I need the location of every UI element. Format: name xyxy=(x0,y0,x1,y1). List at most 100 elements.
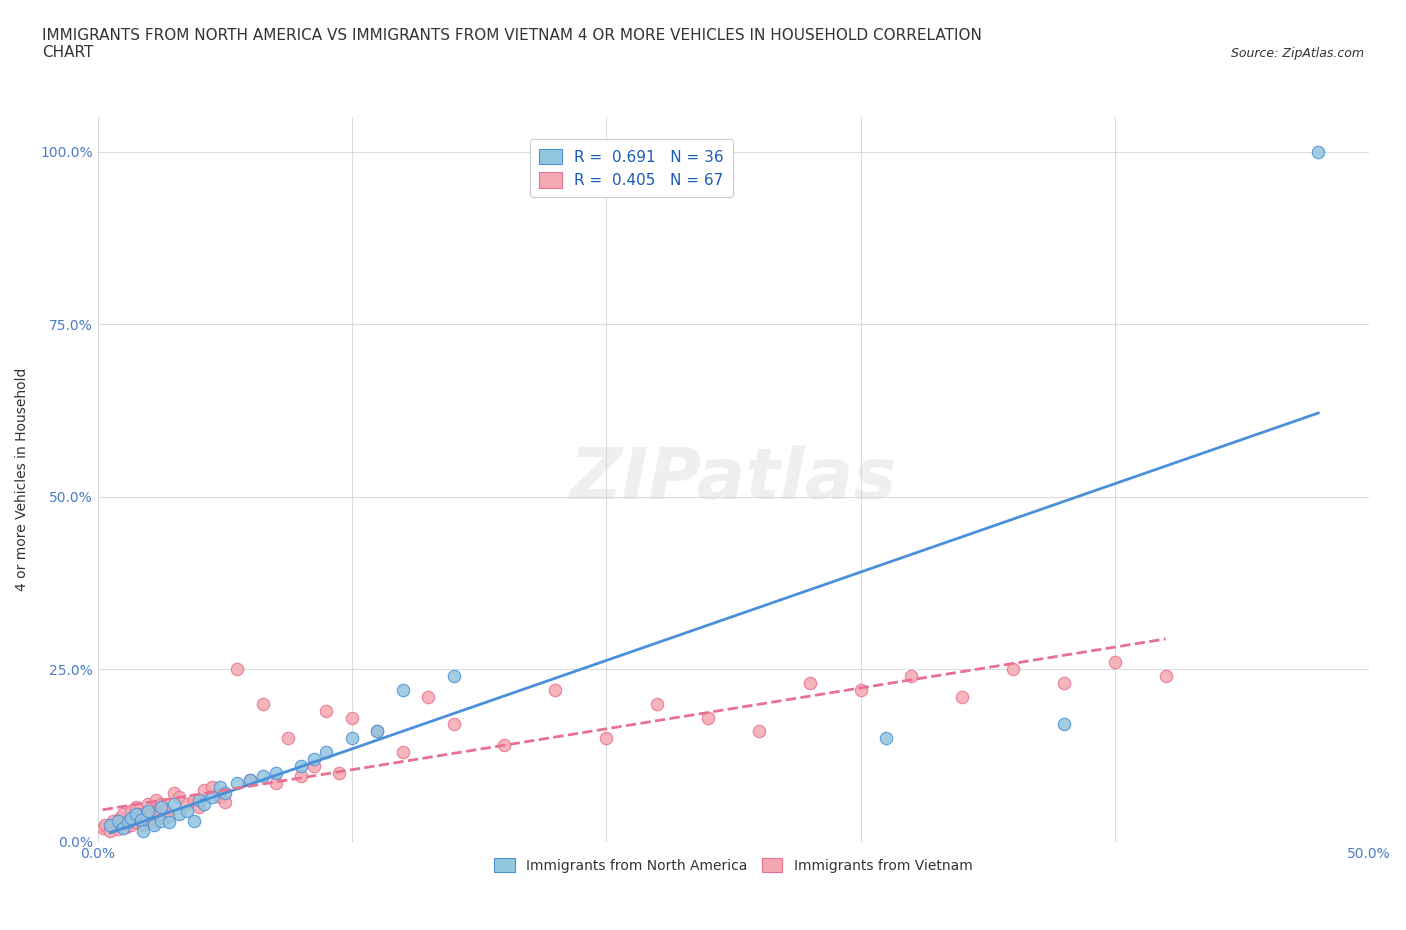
Point xyxy=(188,800,211,815)
Point xyxy=(1002,662,1025,677)
Point xyxy=(139,806,162,821)
Point xyxy=(193,796,215,811)
Point xyxy=(98,817,121,832)
Point xyxy=(226,776,249,790)
Point xyxy=(101,814,124,829)
Point xyxy=(122,810,145,825)
Point xyxy=(214,786,236,801)
Point xyxy=(201,790,224,804)
Legend: Immigrants from North America, Immigrants from Vietnam: Immigrants from North America, Immigrant… xyxy=(489,853,977,878)
Point xyxy=(1308,144,1330,159)
Point xyxy=(163,796,186,811)
Point xyxy=(110,810,132,825)
Point xyxy=(107,814,129,829)
Point xyxy=(366,724,388,738)
Point xyxy=(900,669,922,684)
Point xyxy=(91,820,114,835)
Point xyxy=(120,804,142,818)
Point xyxy=(98,824,121,839)
Point xyxy=(127,806,149,821)
Point xyxy=(104,817,127,832)
Point xyxy=(302,751,325,766)
Point xyxy=(120,810,142,825)
Text: ZIPatlas: ZIPatlas xyxy=(569,445,897,514)
Point xyxy=(328,765,350,780)
Point xyxy=(799,675,821,690)
Point xyxy=(188,793,211,808)
Point xyxy=(595,731,617,746)
Point xyxy=(226,662,249,677)
Point xyxy=(148,802,170,817)
Point xyxy=(138,804,160,818)
Point xyxy=(290,769,312,784)
Point xyxy=(1053,675,1076,690)
Point xyxy=(114,819,136,834)
Point xyxy=(544,683,567,698)
Point xyxy=(138,796,160,811)
Point xyxy=(950,689,973,704)
Point xyxy=(494,737,516,752)
Point xyxy=(176,796,198,811)
Point xyxy=(849,683,872,698)
Point xyxy=(302,759,325,774)
Point xyxy=(239,772,262,787)
Point xyxy=(129,814,152,829)
Point xyxy=(145,793,167,808)
Point xyxy=(391,683,413,698)
Y-axis label: 4 or more Vehicles in Household: 4 or more Vehicles in Household xyxy=(15,368,30,591)
Point xyxy=(340,711,363,725)
Point xyxy=(150,814,173,829)
Point xyxy=(157,808,180,823)
Text: Source: ZipAtlas.com: Source: ZipAtlas.com xyxy=(1230,46,1364,60)
Point xyxy=(163,786,186,801)
Point xyxy=(112,820,135,835)
Point xyxy=(155,804,177,818)
Point xyxy=(142,817,165,832)
Point xyxy=(135,805,157,820)
Point xyxy=(150,796,173,811)
Point xyxy=(748,724,770,738)
Point xyxy=(183,793,205,808)
Point xyxy=(117,815,139,830)
Point xyxy=(157,815,180,830)
Point xyxy=(366,724,388,738)
Point xyxy=(183,814,205,829)
Point xyxy=(112,806,135,821)
Point xyxy=(264,776,287,790)
Point xyxy=(1154,669,1177,684)
Point xyxy=(264,765,287,780)
Point xyxy=(150,800,173,815)
Point xyxy=(418,689,440,704)
Point xyxy=(120,817,142,832)
Point xyxy=(125,800,148,815)
Point xyxy=(1053,717,1076,732)
Point xyxy=(315,703,337,718)
Point xyxy=(125,806,148,821)
Point xyxy=(645,697,668,711)
Point xyxy=(132,817,155,832)
Point xyxy=(697,711,720,725)
Point xyxy=(315,745,337,760)
Point xyxy=(252,769,274,784)
Point xyxy=(167,790,190,804)
Point xyxy=(152,810,174,825)
Point xyxy=(340,731,363,746)
Point xyxy=(112,815,135,830)
Point xyxy=(167,806,190,821)
Point xyxy=(208,790,231,804)
Point xyxy=(142,815,165,830)
Point xyxy=(94,817,117,832)
Point xyxy=(193,782,215,797)
Point xyxy=(132,824,155,839)
Point xyxy=(290,759,312,774)
Point xyxy=(117,814,139,829)
Point xyxy=(125,815,148,830)
Point xyxy=(252,697,274,711)
Point xyxy=(138,810,160,825)
Point xyxy=(875,731,897,746)
Point xyxy=(391,745,413,760)
Point xyxy=(107,822,129,837)
Point xyxy=(176,804,198,818)
Point xyxy=(208,779,231,794)
Point xyxy=(1104,655,1126,670)
